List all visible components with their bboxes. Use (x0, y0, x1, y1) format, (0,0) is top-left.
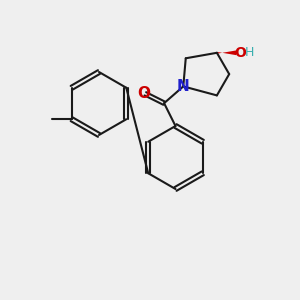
Text: O: O (234, 46, 246, 60)
Text: O: O (137, 86, 150, 101)
Text: H: H (244, 46, 254, 59)
Text: N: N (177, 79, 190, 94)
Polygon shape (217, 50, 236, 55)
